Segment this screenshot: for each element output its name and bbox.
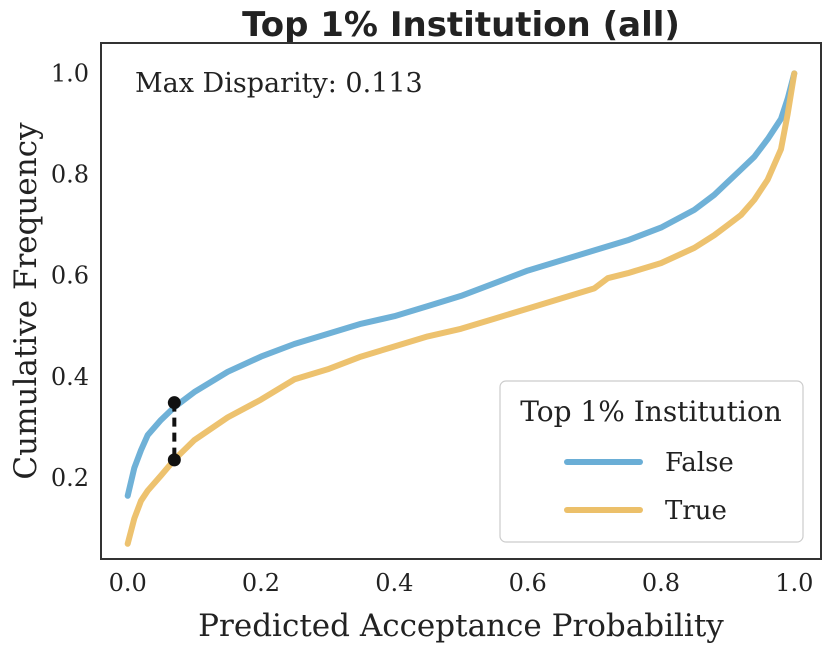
legend-label-true: True (665, 496, 727, 526)
y-tick-label: 0.6 (51, 262, 89, 290)
disparity-point-high (167, 396, 181, 410)
chart-title: Top 1% Institution (all) (242, 5, 680, 45)
legend-title: Top 1% Institution (520, 395, 782, 428)
legend-label-false: False (665, 448, 734, 478)
legend: Top 1% Institution False True (499, 380, 804, 543)
max-disparity-annotation: Max Disparity: 0.113 (135, 68, 423, 99)
x-tick-label: 0.0 (109, 569, 147, 597)
y-tick-label: 0.2 (51, 464, 89, 492)
series-line-false (124, 70, 798, 499)
x-axis-ticks: 0.0 0.2 0.4 0.6 0.8 1.0 (109, 569, 814, 597)
x-tick-label: 0.4 (375, 569, 413, 597)
x-tick-label: 0.2 (242, 569, 280, 597)
max-disparity-marker (167, 396, 181, 467)
y-tick-label: 0.4 (51, 363, 89, 391)
legend-box (499, 380, 804, 543)
disparity-point-low (167, 453, 181, 467)
x-tick-label: 1.0 (775, 569, 813, 597)
y-tick-label: 0.8 (51, 161, 89, 189)
y-axis-label: Cumulative Frequency (8, 122, 44, 480)
x-axis-label: Predicted Acceptance Probability (198, 608, 724, 644)
y-axis-ticks: 0.2 0.4 0.6 0.8 1.0 (51, 59, 89, 492)
x-tick-label: 0.8 (642, 569, 680, 597)
x-tick-label: 0.6 (509, 569, 547, 597)
y-tick-label: 1.0 (51, 59, 89, 87)
